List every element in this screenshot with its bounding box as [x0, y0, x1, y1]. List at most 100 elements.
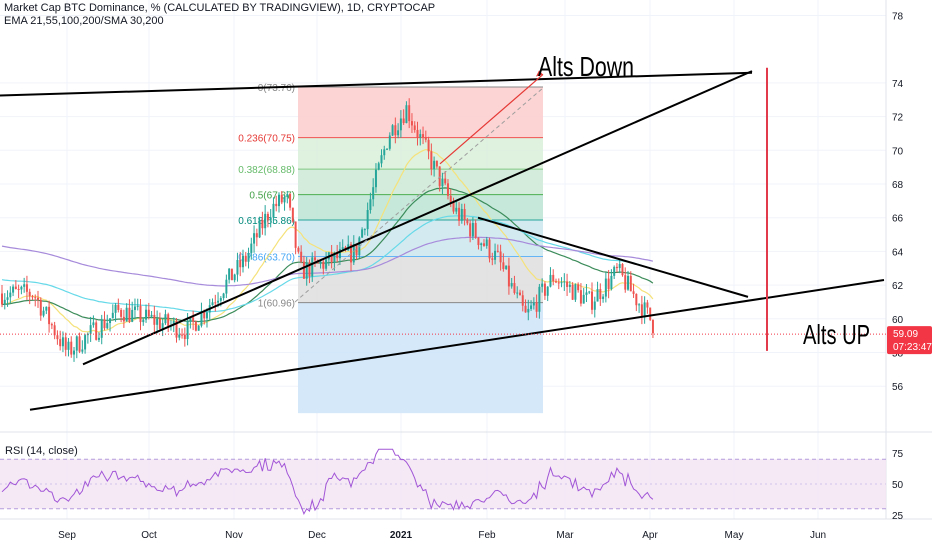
candle-body	[510, 283, 513, 287]
rsi-line	[1, 448, 654, 515]
candle-body	[524, 305, 527, 313]
candle-body	[469, 223, 472, 237]
time-tick-label: Mar	[556, 530, 574, 541]
candle-body	[142, 319, 145, 323]
candle-body	[455, 207, 458, 212]
candle-body	[12, 286, 15, 293]
candle-body	[618, 264, 621, 269]
candle-body	[230, 268, 233, 281]
candle-body	[402, 118, 405, 124]
candle-body	[200, 311, 203, 326]
candle-body	[568, 284, 571, 287]
time-tick-label: Feb	[478, 530, 496, 541]
annotation-alts-up: Alts UP	[803, 319, 870, 350]
candle-body	[350, 244, 353, 263]
candle-body	[278, 194, 280, 207]
candle-body	[355, 244, 358, 256]
candle-body	[325, 259, 328, 269]
candle-body	[560, 282, 563, 284]
trendline-support	[29, 279, 885, 411]
candle-body	[646, 302, 649, 308]
trendline-descending	[477, 216, 749, 298]
candle-body	[78, 336, 81, 352]
candle-body	[34, 297, 37, 299]
candle-body	[635, 293, 638, 306]
candle-body	[283, 197, 286, 203]
candle-body	[505, 265, 508, 270]
candle-body	[109, 318, 112, 324]
candle-body	[502, 262, 505, 270]
candle-body	[441, 178, 444, 187]
candle-body	[84, 335, 87, 350]
fibonacci-retracement: 0(73.76) 0.236(70.75) 0.382(68.88) 0.5(67.3…	[238, 83, 543, 414]
candle-body	[31, 296, 34, 298]
candle-body	[513, 283, 516, 293]
candle-body	[427, 139, 430, 152]
candle-body	[269, 217, 272, 220]
candle-body	[6, 297, 9, 300]
time-axis: Sep Oct Nov Dec 2021 Feb Mar Apr May Jun	[58, 530, 826, 541]
candle-body	[128, 307, 131, 322]
candle-body	[640, 304, 643, 318]
candle-body	[25, 284, 28, 292]
candle-body	[571, 284, 574, 300]
price-tick-label: 70	[892, 146, 904, 157]
candle-body	[167, 314, 170, 326]
candle-body	[197, 325, 200, 331]
candle-body	[499, 251, 502, 263]
candle-body	[507, 265, 510, 287]
candle-body	[239, 259, 242, 268]
fib-level-label: 0(73.76)	[258, 83, 295, 94]
candle-body	[397, 130, 400, 136]
candle-body	[458, 207, 461, 221]
candle-body	[136, 305, 139, 307]
candle-body	[219, 298, 222, 301]
candle-body	[602, 296, 605, 300]
candle-body	[311, 257, 314, 277]
candle-body	[111, 312, 114, 319]
candle-body	[596, 289, 599, 302]
candle-body	[380, 155, 383, 164]
fib-level-label: 0.618(65.86)	[238, 216, 295, 227]
candle-body	[125, 307, 128, 322]
candle-body	[92, 322, 95, 326]
candle-body	[552, 274, 555, 282]
candle-body	[638, 304, 641, 306]
candle-body	[599, 289, 602, 300]
candle-body	[444, 178, 447, 184]
candle-body	[549, 274, 552, 287]
candle-body	[574, 284, 577, 300]
candle-body	[491, 258, 494, 260]
candle-body	[333, 252, 336, 263]
ema-100-line	[1, 215, 654, 313]
candle-body	[419, 134, 422, 138]
time-tick-label: Nov	[225, 530, 243, 541]
candle-body	[532, 302, 535, 306]
candle-body	[50, 324, 53, 326]
candle-body	[186, 321, 189, 340]
candle-body	[103, 319, 106, 329]
candle-body	[156, 318, 159, 325]
candle-body	[516, 292, 519, 294]
indicator-legend: EMA 21,55,100,200/SMA 30,200	[4, 15, 164, 27]
candle-body	[131, 309, 134, 322]
candle-body	[422, 134, 425, 138]
candle-body	[64, 337, 67, 350]
candle-body	[300, 251, 303, 262]
candle-body	[272, 203, 275, 218]
candle-body	[255, 233, 258, 238]
fib-level-label: 1(60.96)	[258, 299, 295, 310]
candle-body	[48, 306, 51, 325]
candle-body	[391, 125, 394, 136]
candle-body	[289, 194, 292, 208]
candle-body	[463, 208, 466, 220]
candle-body	[555, 281, 557, 283]
candle-body	[577, 284, 580, 291]
candle-body	[147, 309, 150, 317]
annotation-alts-down: Alts Down	[538, 51, 634, 82]
candle-body	[266, 213, 269, 220]
candle-body	[264, 213, 267, 229]
candle-body	[610, 275, 613, 289]
fib-level-label: 0.236(70.75)	[238, 134, 295, 145]
